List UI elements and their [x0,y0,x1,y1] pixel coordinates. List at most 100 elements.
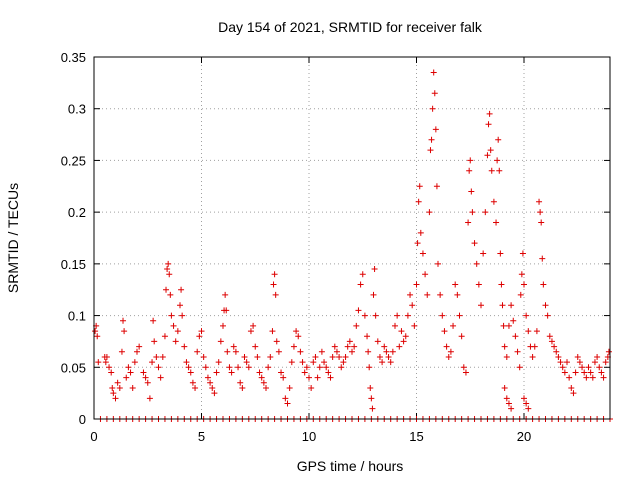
data-point [394,312,401,319]
data-point [151,338,158,345]
data-point [290,343,297,350]
data-point [346,338,353,345]
data-point [478,302,484,309]
data-point [366,364,373,371]
data-point [125,364,132,371]
data-point [521,395,527,402]
data-point [417,229,424,236]
data-point [108,369,115,376]
data-point [181,343,188,350]
data-point [598,369,605,376]
data-point [286,384,293,391]
data-point [419,250,426,257]
data-point [308,384,315,391]
data-point [209,384,216,391]
y-tick-label: 0.05 [61,360,86,375]
data-point [235,364,242,371]
data-point [247,328,254,335]
data-point [501,384,508,391]
data-point [149,359,156,366]
data-point [349,348,355,355]
data-point [496,167,503,174]
x-tick-label: 20 [517,429,531,444]
data-point [411,322,418,329]
data-point [517,291,524,298]
data-point [185,364,192,371]
data-point [431,90,438,97]
data-point [572,369,579,376]
data-point [508,302,515,309]
data-point [510,317,517,324]
data-point [131,359,138,366]
data-point [433,183,440,190]
data-point [566,374,573,381]
data-point [150,317,157,324]
data-point [207,379,214,386]
data-point [422,271,429,278]
data-point [213,369,220,376]
data-point [329,353,336,360]
data-point [189,379,196,386]
data-point [92,328,99,335]
data-point [429,105,436,112]
data-point [250,322,257,329]
data-point [512,333,519,340]
data-point [228,369,235,376]
data-point [196,333,203,340]
data-point [272,291,279,298]
data-point [342,353,349,360]
data-point [525,405,532,412]
data-point [165,260,172,267]
data-point [392,322,398,329]
data-point [435,260,441,267]
data-point [428,136,435,143]
grid [94,57,610,419]
data-point [306,374,312,381]
data-point [389,348,396,355]
data-point [488,167,495,174]
data-point [310,359,317,366]
data-point [516,364,523,371]
data-point [183,359,190,366]
data-point [404,312,411,319]
data-point [505,400,512,407]
data-point [109,384,116,391]
data-point [192,384,199,391]
data-point [187,369,194,376]
data-point [204,374,211,381]
data-point [557,359,564,366]
data-point [387,359,394,366]
data-point [355,307,362,314]
data-point [299,359,306,366]
data-point [157,374,164,381]
data-point [120,317,127,324]
data-point [260,379,267,386]
data-point [484,152,491,159]
data-point [409,302,416,309]
data-point [537,209,544,216]
data-point [427,147,434,154]
data-point [473,260,480,267]
data-point [398,328,405,335]
data-point [103,353,110,360]
data-point [544,312,551,319]
data-point [538,219,545,226]
data-point [321,359,328,366]
data-point [500,322,507,329]
data-point [531,343,538,350]
data-point [200,353,207,360]
data-point [359,271,366,278]
data-point [482,209,489,216]
data-point [224,348,231,355]
data-point [338,364,345,371]
data-point [480,250,487,257]
data-point [178,286,185,293]
data-point [265,364,272,371]
data-point [316,364,323,371]
data-point [495,136,502,143]
data-point [581,369,588,376]
data-point [142,374,149,381]
data-point [153,353,160,360]
data-point [323,364,330,371]
